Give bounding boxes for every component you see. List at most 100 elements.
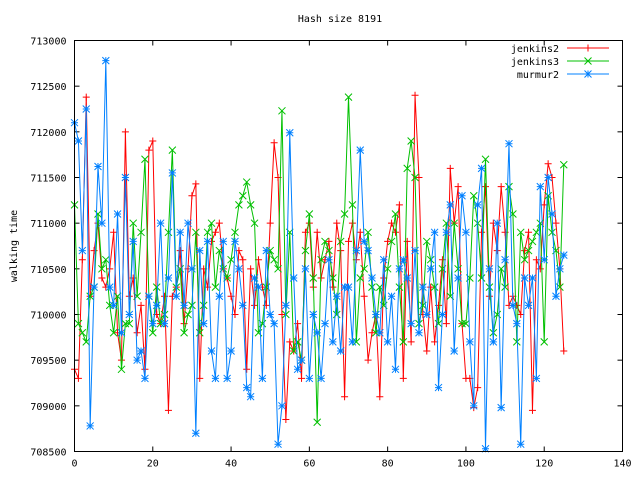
y-tick-label: 710000 bbox=[30, 311, 66, 322]
jenkins2-point bbox=[446, 164, 454, 172]
jenkins2-point bbox=[239, 256, 247, 264]
jenkins3-point bbox=[407, 137, 415, 145]
y-tick-label: 708500 bbox=[30, 448, 66, 459]
murmur2-point bbox=[293, 365, 302, 374]
murmur2-point bbox=[344, 283, 353, 291]
jenkins3-point bbox=[325, 246, 333, 255]
jenkins3-point bbox=[321, 237, 329, 246]
x-tick-label: 60 bbox=[303, 459, 315, 470]
x-tick-label: 40 bbox=[225, 459, 237, 470]
jenkins2-point bbox=[345, 237, 352, 245]
murmur2-point bbox=[454, 274, 462, 282]
jenkins3-point bbox=[227, 255, 235, 264]
murmur2-point bbox=[125, 310, 134, 319]
jenkins2-point bbox=[384, 237, 392, 245]
murmur2-point bbox=[195, 246, 204, 255]
murmur2-point bbox=[250, 274, 259, 282]
jenkins3-point bbox=[195, 328, 204, 337]
murmur2-point bbox=[207, 347, 216, 355]
jenkins3-point bbox=[129, 219, 138, 228]
murmur2-point bbox=[383, 338, 392, 346]
y-tick-label: 713000 bbox=[30, 37, 66, 48]
x-tick-label: 0 bbox=[71, 459, 77, 470]
jenkins2-point bbox=[407, 338, 415, 346]
murmur2-point bbox=[289, 274, 298, 282]
jenkins3-point bbox=[520, 255, 529, 264]
jenkins2-point bbox=[474, 384, 482, 392]
murmur2-point bbox=[137, 347, 145, 355]
jenkins3-point bbox=[411, 173, 419, 182]
jenkins3-point bbox=[78, 328, 87, 337]
jenkins3-point bbox=[395, 283, 404, 291]
murmur2-point bbox=[446, 201, 455, 209]
murmur2-point bbox=[391, 365, 400, 374]
jenkins2-point bbox=[188, 192, 196, 200]
murmur2-point bbox=[133, 356, 141, 365]
series-murmur2 bbox=[70, 56, 568, 453]
murmur2-point bbox=[94, 162, 102, 171]
murmur2-point bbox=[552, 292, 560, 301]
murmur2-point bbox=[481, 444, 490, 453]
jenkins2-point bbox=[251, 301, 259, 309]
legend: jenkins2 jenkins3 murmur2 bbox=[511, 44, 609, 81]
jenkins2-point bbox=[560, 347, 568, 355]
murmur2-point bbox=[516, 440, 525, 449]
jenkins3-point bbox=[289, 347, 298, 355]
jenkins3-point bbox=[497, 264, 506, 273]
jenkins3-point bbox=[356, 274, 365, 282]
x-tick-label: 140 bbox=[613, 459, 631, 470]
murmur2-point bbox=[238, 301, 247, 310]
murmur2-point bbox=[254, 283, 263, 291]
jenkins3-point bbox=[403, 164, 412, 173]
jenkins2-point bbox=[521, 247, 529, 255]
murmur2-point bbox=[356, 146, 365, 154]
jenkins2-point bbox=[368, 329, 376, 337]
jenkins3-point bbox=[422, 237, 431, 246]
jenkins2-point bbox=[482, 183, 489, 191]
jenkins2-point bbox=[423, 347, 431, 355]
murmur2-point bbox=[309, 310, 318, 319]
y-tick-label: 711000 bbox=[30, 219, 66, 230]
murmur2-point bbox=[145, 292, 153, 301]
x-tick-label: 20 bbox=[147, 459, 159, 470]
jenkins3-point bbox=[199, 301, 208, 310]
legend-label-jenkins3: jenkins3 bbox=[511, 57, 559, 68]
jenkins3-point bbox=[458, 319, 466, 328]
jenkins3-point bbox=[469, 191, 478, 200]
jenkins2-point bbox=[415, 174, 423, 181]
jenkins2-point bbox=[536, 265, 544, 273]
jenkins3-point bbox=[348, 201, 357, 209]
jenkins3-point bbox=[387, 237, 396, 246]
murmur2-point bbox=[336, 347, 345, 355]
murmur2-point bbox=[372, 310, 380, 319]
murmur2-point bbox=[266, 310, 275, 319]
murmur2-point bbox=[282, 301, 290, 310]
murmur2-point bbox=[191, 429, 200, 438]
jenkins2-point bbox=[485, 292, 493, 300]
jenkins2-point bbox=[74, 374, 82, 382]
jenkins2-point bbox=[78, 256, 86, 264]
murmur2-point bbox=[458, 191, 466, 200]
murmur2-point bbox=[422, 310, 431, 319]
jenkins3-point bbox=[207, 219, 216, 228]
murmur2-point bbox=[117, 328, 126, 337]
jenkins3-point bbox=[164, 228, 173, 237]
plot-frame bbox=[74, 40, 623, 452]
murmur2-point bbox=[332, 292, 341, 301]
jenkins3-point bbox=[309, 274, 318, 282]
jenkins3-point bbox=[86, 292, 95, 301]
murmur2-point bbox=[262, 246, 271, 255]
jenkins3-point bbox=[528, 237, 537, 246]
murmur2-point bbox=[399, 255, 408, 264]
murmur2-point bbox=[180, 301, 188, 310]
jenkins2-point bbox=[411, 91, 419, 99]
murmur2-point bbox=[231, 237, 239, 246]
jenkins3-point bbox=[477, 274, 486, 282]
y-axis-label: walking time bbox=[9, 210, 20, 282]
jenkins3-point bbox=[332, 310, 341, 319]
murmur2-point bbox=[477, 164, 486, 173]
jenkins3-point bbox=[293, 338, 302, 346]
murmur2-point bbox=[129, 237, 138, 246]
jenkins3-point bbox=[313, 418, 322, 427]
jenkins3-point bbox=[148, 328, 157, 337]
